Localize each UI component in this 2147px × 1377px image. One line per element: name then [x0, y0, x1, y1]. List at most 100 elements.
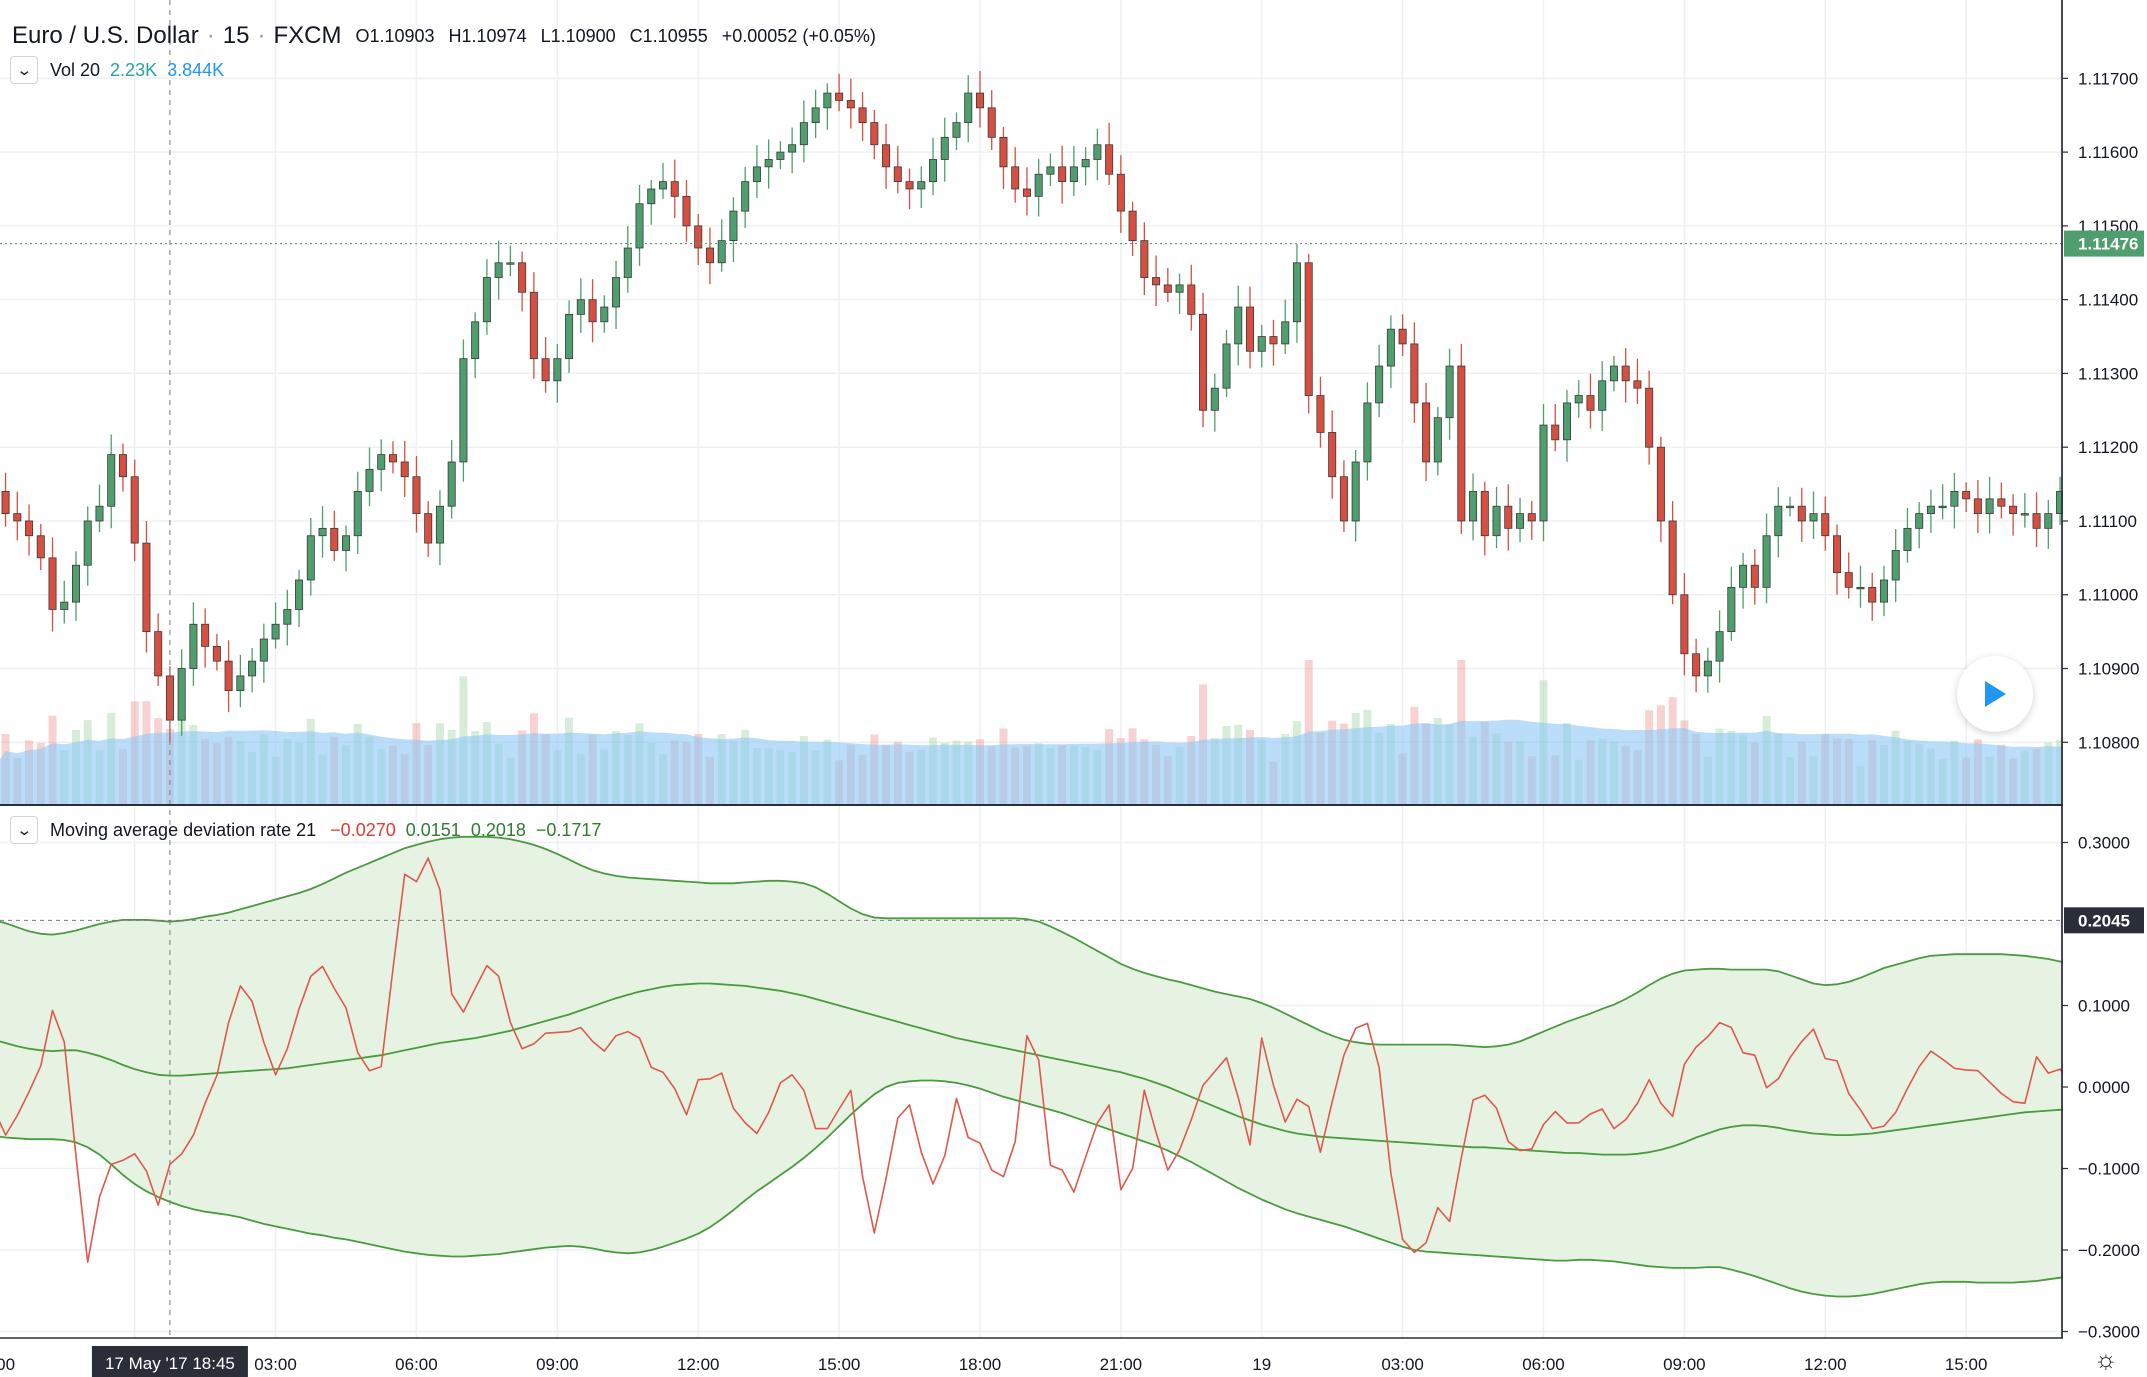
candle	[1281, 299, 1290, 354]
candle-body	[342, 535, 351, 551]
candle-body	[1551, 424, 1560, 441]
candle	[1363, 382, 1372, 481]
candle-body	[1175, 284, 1184, 293]
candle	[1516, 497, 1525, 543]
candle-body	[1304, 262, 1313, 396]
candle	[1574, 380, 1583, 418]
candle-body	[776, 151, 785, 160]
candle	[635, 185, 644, 266]
candle	[48, 537, 57, 632]
candle	[306, 517, 315, 596]
candle	[259, 623, 268, 683]
candle-body	[1680, 594, 1689, 655]
high-value: H1.10974	[448, 25, 527, 46]
candle-body	[1938, 505, 1947, 509]
candle-body	[929, 159, 938, 183]
candle	[1891, 529, 1900, 603]
indicator-collapse-button[interactable]: ⌄	[10, 816, 38, 844]
candle	[518, 251, 527, 312]
candle-body	[1163, 284, 1172, 293]
candle-body	[1762, 535, 1771, 588]
candle	[940, 117, 949, 182]
candle	[1093, 128, 1102, 181]
candle-body	[1105, 144, 1114, 175]
candle	[1175, 273, 1184, 314]
candle-body	[1539, 424, 1548, 522]
candle	[741, 166, 750, 228]
candle-body	[1316, 395, 1325, 433]
candle	[799, 100, 808, 163]
candle	[1152, 255, 1161, 307]
candle	[482, 259, 491, 335]
volume-collapse-button[interactable]: ⌄	[10, 56, 38, 84]
indicator-legend: ⌄ Moving average deviation rate 21 −0.02…	[10, 816, 601, 844]
candle-body	[659, 181, 668, 190]
candle-body	[588, 299, 597, 323]
exchange-label: FXCM	[273, 22, 342, 49]
candle	[1234, 285, 1243, 366]
y-tick-label: 1.11700	[2078, 69, 2138, 88]
candle	[447, 440, 456, 519]
candle	[929, 137, 938, 196]
volume-indicator-name: Vol 20	[50, 59, 101, 80]
candle-body	[1246, 306, 1255, 352]
candle-body	[623, 247, 632, 278]
candle-body	[1480, 491, 1489, 537]
candle	[1562, 389, 1571, 462]
candle	[858, 92, 867, 141]
candle	[424, 501, 433, 557]
candle	[1046, 153, 1055, 186]
candle-body	[130, 476, 139, 544]
candle-body	[635, 203, 644, 249]
candle	[659, 162, 668, 199]
candle	[811, 89, 820, 139]
volume-legend: ⌄ Vol 20 2.23K 3.844K	[10, 56, 224, 84]
candle	[1246, 286, 1255, 369]
candle-body	[1774, 505, 1783, 537]
candle-body	[13, 513, 22, 522]
candle	[952, 112, 961, 151]
candle-body	[1973, 498, 1982, 514]
indicator-tick-label: 0.3000	[2078, 834, 2130, 853]
candle	[1022, 167, 1031, 216]
candle-body	[565, 314, 574, 360]
candle	[1034, 159, 1043, 217]
indicator-tick-label: −0.2000	[2078, 1241, 2140, 1260]
candle	[236, 654, 245, 708]
chevron-down-icon: ⌄	[15, 62, 33, 79]
candle-body	[271, 623, 280, 640]
candle-body	[1492, 505, 1501, 537]
volume-ma-value: 3.844K	[167, 59, 225, 80]
candle	[13, 491, 22, 541]
candle	[1527, 500, 1536, 540]
candle-body	[870, 122, 879, 146]
candle-body	[705, 247, 714, 264]
replay-play-button[interactable]	[1957, 656, 2033, 732]
candle-body	[729, 210, 738, 242]
y-tick-label: 1.11600	[2078, 143, 2138, 162]
low-value: L1.10900	[540, 25, 616, 46]
candle	[365, 447, 374, 507]
candle	[83, 506, 92, 586]
candle-body	[1222, 343, 1231, 389]
candle	[1645, 370, 1654, 465]
candle	[1351, 450, 1360, 542]
candle-body	[471, 321, 480, 360]
candle-body	[952, 122, 961, 138]
candle-body	[353, 491, 362, 537]
y-tick-label: 1.10900	[2078, 660, 2139, 679]
candle	[435, 490, 444, 566]
candle-body	[541, 358, 550, 382]
candle	[975, 70, 984, 128]
gear-icon[interactable]: ☼	[2094, 1344, 2118, 1374]
candle-body	[1750, 564, 1759, 588]
interval-label: 15	[222, 22, 250, 49]
candle-body	[1504, 505, 1513, 529]
crosshair-time-label: 17 May '17 18:45	[105, 1354, 235, 1373]
indicator-name: Moving average deviation rate 21	[50, 819, 317, 840]
candle-body	[1797, 505, 1806, 522]
chevron-down-icon: ⌄	[15, 822, 33, 839]
candle	[647, 180, 656, 225]
candle-body	[612, 277, 621, 308]
